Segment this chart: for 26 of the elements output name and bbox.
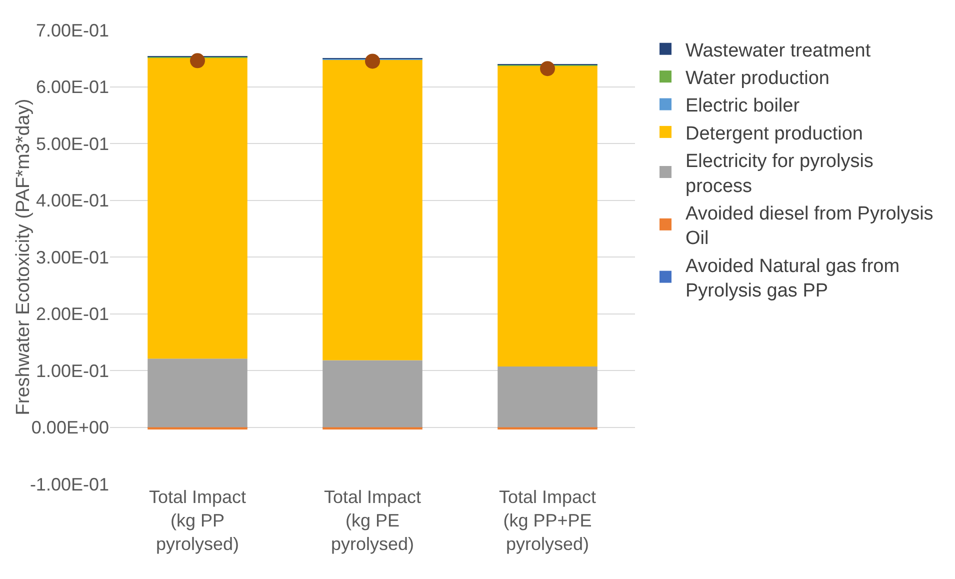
bar [148,358,248,428]
y-tick-label: 6.00E-01 [36,77,109,98]
legend-label: Avoided diesel from Pyrolysis Oil [686,203,934,250]
y-tick-label: 4.00E-01 [36,190,109,211]
legend-label: Electricity for pyrolysis process [686,151,874,197]
y-tick-label: 0.00E+00 [31,418,109,438]
bar [322,360,422,428]
x-tick-label: Total Impact (kg PP pyrolysed) [148,487,246,554]
y-tick-label: 5.00E-01 [36,134,109,154]
bar [498,366,598,428]
y-tick-label: 3.00E-01 [36,247,109,268]
bar [498,66,598,367]
legend-label: Wastewater treatment [686,40,872,62]
legend-label: Detergent production [686,123,863,144]
legend-label: Water production [686,68,830,89]
y-tick-label: -1.00E-01 [30,474,109,494]
y-tick-label: 7.00E-01 [36,20,109,40]
legend-label: Electric boiler [686,96,800,117]
bar [148,58,248,359]
legend-label: Avoided Natural gas from Pyrolysis gas PP [686,256,900,302]
x-tick-label: Total Impact (kg PE pyrolysed) [324,487,422,554]
bar [322,60,422,360]
y-tick-label: 1.00E-01 [36,360,109,381]
y-tick-label: 2.00E-01 [36,304,109,324]
x-tick-label: Total Impact (kg PP+PE pyrolysed) [498,487,596,554]
y-axis-title: Freshwater Ecotoxicity (PAF*m3*day) [12,98,34,416]
